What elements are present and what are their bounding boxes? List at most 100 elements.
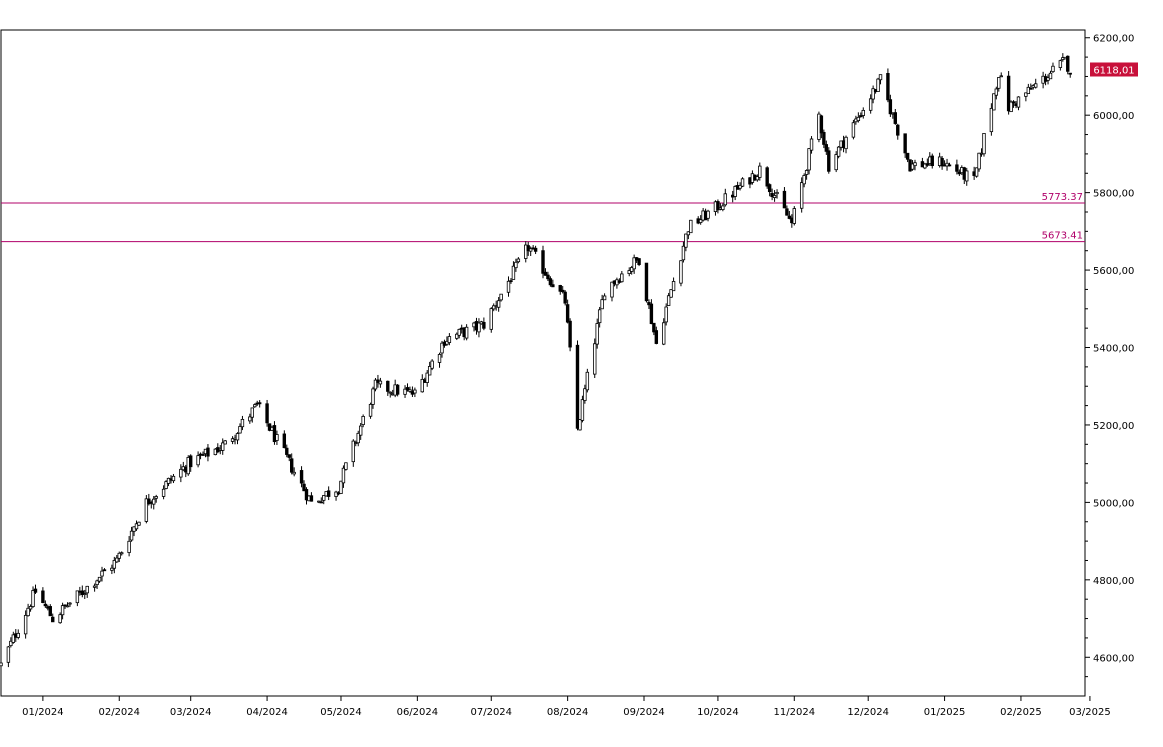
candle-body [164,481,168,489]
candle-body [940,158,944,167]
candle-body [43,603,48,607]
candle-body [827,150,831,172]
candle-body [506,280,511,293]
candle-body [994,88,999,96]
candle-body [152,498,156,505]
candle-body [257,402,262,405]
candle-body [856,116,861,122]
candle-body [836,146,841,157]
candle-body [223,440,227,445]
x-tick-label: 10/2024 [697,707,739,718]
candle-body [0,662,3,667]
candle-body [1029,87,1033,90]
candle-body [405,387,410,391]
candle-body [28,606,33,610]
candle-body [250,407,254,418]
candle-body [514,261,518,269]
candle-body [600,299,604,310]
candle-body [785,208,789,216]
candle-body [420,378,424,393]
y-tick-label: 5800,00 [1093,189,1134,200]
candle-body [723,193,728,206]
y-tick-label: 4600,00 [1093,653,1134,664]
last-price-label: 6118,01 [1093,65,1134,76]
candle-body [161,488,166,497]
candle-body [533,247,538,252]
candle-body [629,267,634,272]
candle-body [583,388,587,401]
x-tick-label: 02/2025 [1000,707,1042,718]
candle-body [127,540,131,553]
candle-body [578,419,582,431]
candle-body [1016,96,1021,108]
candle-body [809,138,814,151]
candle-body [85,585,89,594]
candle-body [782,190,787,209]
y-tick-label: 5400,00 [1093,344,1134,355]
candle-body [112,560,117,569]
candle-body [861,109,865,116]
candle-body [1006,75,1011,112]
candle-body [740,178,745,187]
candle-body [196,455,200,466]
candle-body [1066,55,1070,72]
candle-body [75,590,80,604]
horizontal-levels: 5773.37 5673.41 [1,192,1085,243]
candle-body [669,289,673,298]
candle-body [68,602,72,605]
candle-body [982,133,986,155]
candle-body [358,425,363,436]
candle-body [654,330,659,344]
x-tick-label: 11/2024 [774,707,816,718]
candle-body [878,74,883,81]
candle-body [575,344,580,429]
candle-body [304,489,309,501]
candle-body [666,295,671,306]
candle-body [595,323,599,345]
candle-body [201,454,205,456]
candle-body [802,175,806,185]
candle-body [733,186,737,197]
candle-body [1068,72,1072,75]
candle-body [1024,92,1028,97]
candle-body [868,98,873,111]
candle-body [593,343,597,375]
candle-body [807,148,811,171]
candle-body [455,333,459,339]
candle-body [925,163,930,166]
candle-body [558,285,562,292]
candle-body [662,322,666,345]
candle-body [511,265,516,280]
candle-body [834,154,838,171]
candle-body [253,404,257,408]
candle-body [95,580,99,586]
candle-body [179,468,183,478]
candle-body [585,371,590,391]
candle-body [706,210,710,219]
candle-body [563,291,567,304]
candle-body [58,614,62,624]
candle-body [565,304,570,323]
candle-body [482,321,486,329]
candle-body [548,278,553,286]
candle-body [326,490,331,497]
candle-body [457,329,461,336]
candles [0,53,1072,672]
candle-body [238,426,242,434]
candle-body [755,176,760,181]
candle-body [440,342,444,354]
candle-body [272,425,277,443]
candle-body [1051,65,1055,73]
candle-body [154,496,158,499]
candle-body [351,440,355,463]
candle-body [275,434,279,441]
candle-body [80,590,84,596]
x-tick-label: 03/2025 [1069,707,1111,718]
candle-body [102,569,107,572]
candle-body [528,248,533,252]
candle-body [524,244,528,259]
candle-body [652,322,656,333]
candle-body [477,322,481,333]
candle-body [368,403,373,417]
candle-body [171,475,176,482]
